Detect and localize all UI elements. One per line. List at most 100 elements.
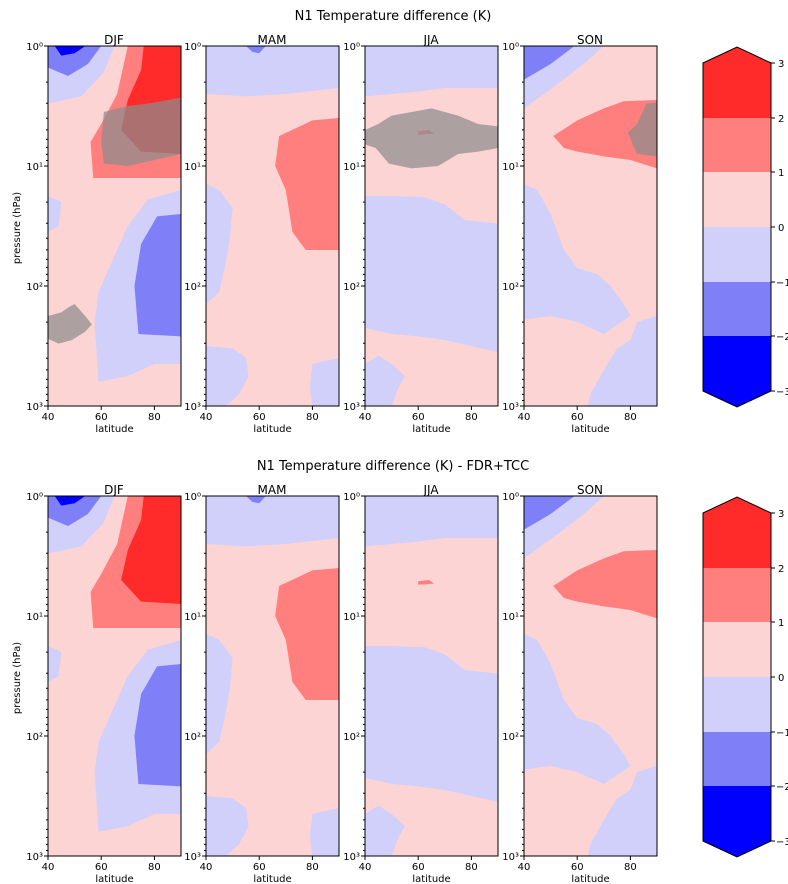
x-tick-label: 40 (200, 862, 213, 873)
x-tick-label: 80 (148, 862, 161, 873)
colorbar-bin (703, 732, 771, 786)
contour-2-to-3 (121, 496, 181, 604)
panel-jja (365, 496, 498, 856)
x-tick-label: 60 (412, 862, 425, 873)
colorbar-extend-bottom (703, 391, 771, 407)
x-tick-label: 80 (624, 862, 637, 873)
colorbar-tick: −3 (776, 387, 788, 398)
contour-neg1-to-0 (206, 796, 249, 856)
contour-neg1-to-0 (206, 46, 339, 97)
x-tick-label: 80 (306, 862, 319, 873)
panel-djf (48, 46, 181, 406)
contour-1-to-2 (553, 550, 657, 619)
colorbar-tick: −3 (776, 837, 788, 848)
figure-title: N1 Temperature difference (K) (295, 9, 492, 24)
panel-frame (47, 495, 182, 857)
contour-neg2-to-neg1 (524, 496, 575, 530)
panel-title-jja: JJA (422, 483, 439, 497)
y-tick-label: 10³ (26, 402, 43, 413)
colorbar-bin (703, 786, 771, 841)
panel-title-djf: DJF (104, 33, 124, 47)
contour-neg1-to-0 (587, 316, 657, 406)
y-tick-label: 10¹ (343, 612, 360, 623)
colorbar-bin (703, 677, 771, 732)
contour-neg1-to-0 (365, 355, 405, 406)
y-tick-label: 10² (26, 732, 43, 743)
panel-title-djf: DJF (104, 483, 124, 497)
y-tick-label: 10⁰ (502, 492, 519, 503)
colorbar-bin (703, 63, 771, 118)
contour-1-to-2 (275, 118, 339, 250)
y-tick-label: 10² (26, 282, 43, 293)
contour-neg2-to-neg1 (134, 664, 181, 787)
y-tick-label: 10⁰ (502, 42, 519, 53)
panel-title-mam: MAM (258, 33, 287, 47)
colorbar-bin (703, 118, 771, 172)
x-tick-label: 60 (253, 862, 266, 873)
x-axis-label: latitude (571, 424, 609, 435)
significance-region (101, 97, 181, 166)
contour-neg2-to-neg1 (524, 46, 575, 80)
contour-neg1-to-0 (206, 634, 233, 754)
colorbar-bin (703, 513, 771, 568)
x-tick-label: 40 (200, 412, 213, 423)
y-tick-label: 10² (502, 282, 519, 293)
contour-neg2-to-neg1 (134, 214, 181, 337)
panel-frame (364, 45, 499, 407)
x-axis-label: latitude (95, 424, 133, 435)
contour-neg1-to-0 (365, 646, 498, 802)
significance-region (365, 108, 498, 169)
panel-jja (365, 46, 498, 406)
x-tick-label: 60 (412, 412, 425, 423)
y-tick-label: 10¹ (502, 612, 519, 623)
x-tick-label: 40 (42, 412, 55, 423)
x-tick-label: 40 (359, 862, 372, 873)
colorbar-extend-bottom (703, 841, 771, 857)
colorbar-extend-top (703, 47, 771, 63)
y-tick-label: 10² (184, 732, 201, 743)
panel-title-son: SON (577, 483, 603, 497)
y-tick-label: 10³ (343, 852, 360, 863)
significance-shading (48, 97, 181, 344)
contour-neg1-to-0 (524, 184, 631, 334)
contour-neg1-to-0 (365, 196, 498, 352)
significance-shading (627, 102, 657, 157)
y-tick-label: 10³ (184, 852, 201, 863)
x-tick-label: 80 (148, 412, 161, 423)
x-tick-label: 40 (359, 412, 372, 423)
y-tick-label: 10³ (502, 402, 519, 413)
y-tick-label: 10³ (502, 852, 519, 863)
colorbar-tick: 2 (778, 564, 784, 575)
colorbar: 3 2 1 0 −1 −2 −3 (702, 496, 788, 858)
x-tick-label: 60 (571, 862, 584, 873)
y-tick-label: 10⁰ (184, 42, 201, 53)
colorbar-tick: 3 (778, 509, 784, 520)
figure-bottom: N1 Temperature difference (K) - FDR+TCC … (12, 459, 788, 858)
x-tick-label: 40 (518, 412, 531, 423)
colorbar-bin (703, 172, 771, 227)
y-tick-label: 10⁰ (184, 492, 201, 503)
x-tick-label: 60 (95, 412, 108, 423)
x-tick-label: 80 (465, 862, 478, 873)
x-axis-label: latitude (95, 874, 133, 884)
panel-son (524, 46, 657, 406)
colorbar: 3 2 1 0 −1 −2 −3 (702, 46, 788, 408)
y-tick-label: 10³ (26, 852, 43, 863)
y-tick-label: 10¹ (184, 162, 201, 173)
x-axis-label: latitude (253, 424, 291, 435)
colorbar-tick: 1 (778, 618, 784, 629)
colorbar-tick: 0 (778, 673, 784, 684)
y-tick-label: 10² (343, 732, 360, 743)
contour-1-to-2 (418, 580, 435, 585)
panel-frame (364, 495, 499, 857)
contour-neg1-to-0 (48, 196, 62, 232)
y-tick-label: 10² (343, 282, 360, 293)
colorbar-tick: 3 (778, 59, 784, 70)
colorbar-bin (703, 622, 771, 677)
contour-neg1-to-0 (48, 646, 62, 682)
y-axis-label: pressure (hPa) (12, 192, 23, 264)
contour-neg1-to-0 (309, 808, 339, 856)
significance-region (48, 304, 92, 344)
